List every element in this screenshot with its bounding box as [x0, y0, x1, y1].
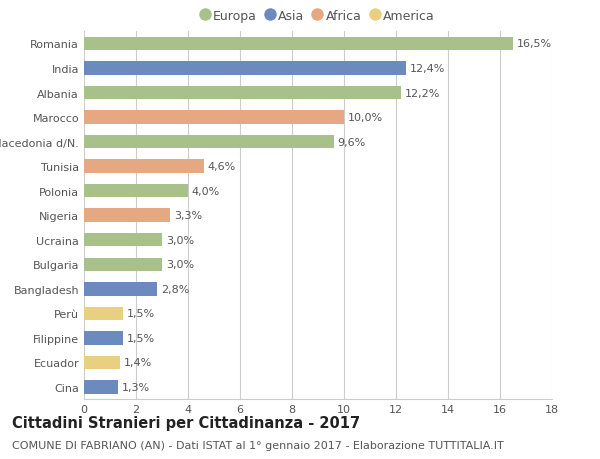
Text: 1,5%: 1,5% [127, 308, 155, 319]
Text: COMUNE DI FABRIANO (AN) - Dati ISTAT al 1° gennaio 2017 - Elaborazione TUTTITALI: COMUNE DI FABRIANO (AN) - Dati ISTAT al … [12, 440, 504, 450]
Legend: Europa, Asia, Africa, America: Europa, Asia, Africa, America [197, 6, 439, 28]
Text: 4,0%: 4,0% [192, 186, 220, 196]
Bar [84, 62, 406, 76]
Bar [84, 111, 344, 124]
Text: 16,5%: 16,5% [517, 39, 552, 50]
Bar [84, 185, 188, 198]
Bar [84, 38, 513, 51]
Text: 1,3%: 1,3% [122, 382, 150, 392]
Text: 3,0%: 3,0% [166, 235, 194, 245]
Text: 12,4%: 12,4% [410, 64, 446, 74]
Text: 1,5%: 1,5% [127, 333, 155, 343]
Text: Cittadini Stranieri per Cittadinanza - 2017: Cittadini Stranieri per Cittadinanza - 2… [12, 415, 360, 431]
Bar [84, 381, 118, 394]
Text: 9,6%: 9,6% [337, 137, 366, 147]
Bar [84, 160, 203, 174]
Bar [84, 307, 123, 320]
Text: 12,2%: 12,2% [405, 88, 440, 98]
Bar [84, 209, 170, 223]
Bar [84, 135, 334, 149]
Text: 2,8%: 2,8% [161, 284, 189, 294]
Text: 3,3%: 3,3% [174, 211, 202, 221]
Bar [84, 356, 121, 369]
Bar [84, 331, 123, 345]
Text: 3,0%: 3,0% [166, 260, 194, 270]
Bar [84, 234, 162, 247]
Bar [84, 282, 157, 296]
Bar [84, 87, 401, 100]
Bar [84, 258, 162, 271]
Text: 4,6%: 4,6% [208, 162, 236, 172]
Text: 1,4%: 1,4% [124, 358, 152, 368]
Text: 10,0%: 10,0% [348, 113, 383, 123]
